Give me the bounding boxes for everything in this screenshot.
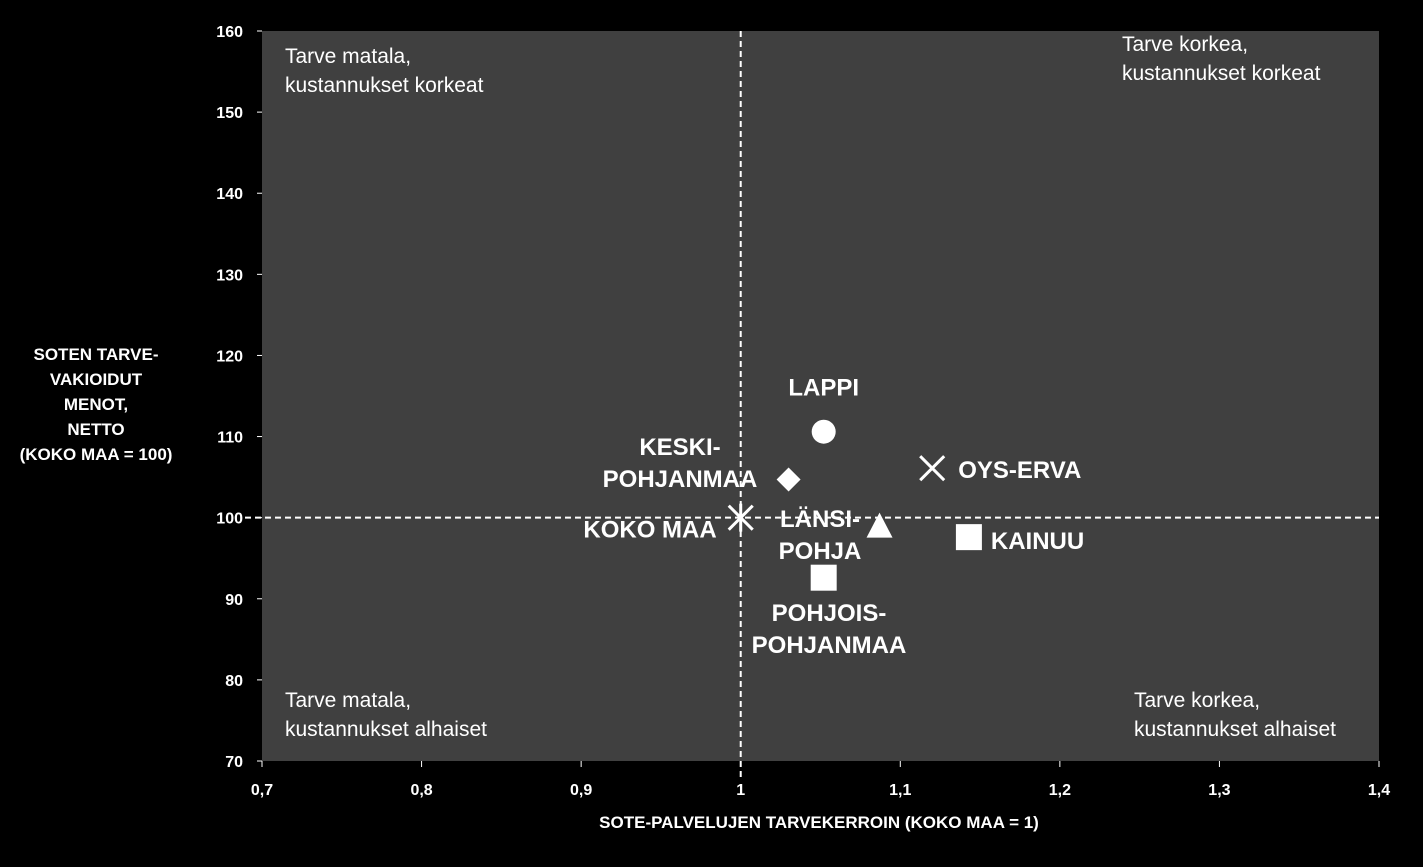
quadrant-label-top-left-line: kustannukset korkeat	[285, 74, 484, 97]
quadrant-label-top-right: Tarve korkea, kustannukset korkeat	[1122, 33, 1321, 85]
label-kainuu-line: KAINUU	[991, 528, 1084, 555]
x-tick-label: 1	[736, 782, 745, 799]
y-axis-label-line: NETTO	[67, 420, 124, 439]
quadrant-label-top-right-line: Tarve korkea,	[1122, 33, 1248, 56]
quadrant-label-top-left-line: Tarve matala,	[285, 45, 411, 68]
quadrant-label-bottom-right-line: kustannukset alhaiset	[1134, 718, 1336, 741]
point-keski-pohjanmaa	[776, 467, 801, 492]
y-tick-label: 130	[216, 267, 243, 284]
label-pohjois-pohjanmaa: POHJOIS- POHJANMAA	[752, 600, 907, 659]
label-lansi-pohja-line: POHJA	[779, 538, 862, 565]
label-keski-pohjanmaa-line: POHJANMAA	[603, 466, 758, 493]
quadrant-label-bottom-right-line: Tarve korkea,	[1134, 689, 1260, 712]
y-tick-label: 120	[216, 348, 243, 365]
label-koko-maa: KOKO MAA	[583, 517, 716, 544]
x-tick-label: 0,7	[251, 782, 273, 799]
point-pohjois-pohjanmaa	[810, 564, 837, 591]
y-tick-label: 140	[216, 186, 243, 203]
quadrant-label-top-left: Tarve matala, kustannukset korkeat	[285, 45, 484, 97]
quadrant-label-top-right-line: kustannukset korkeat	[1122, 62, 1321, 85]
point-lansi-pohja	[866, 512, 893, 538]
y-tick-label: 110	[217, 430, 243, 447]
label-lappi: LAPPI	[788, 375, 859, 402]
quadrant-label-bottom-left: Tarve matala, kustannukset alhaiset	[285, 689, 487, 741]
x-tick-label: 1,1	[889, 782, 911, 799]
point-kainuu	[955, 524, 982, 551]
y-tick-label: 160	[216, 24, 243, 41]
quadrant-label-bottom-left-line: kustannukset alhaiset	[285, 718, 487, 741]
axes: 70 80 90 100 110 120 130 140 150 160 0,7 0,8 0,9 1 1,1…	[216, 24, 1390, 799]
y-axis-label: SOTEN TARVE- VAKIOIDUT MENOT, NETTO (KOKO MA…	[20, 345, 173, 464]
label-koko-maa-line: KOKO MAA	[583, 517, 716, 544]
label-lansi-pohja-line: LÄNSI-	[780, 506, 860, 533]
x-tick-label: 1,2	[1049, 782, 1071, 799]
point-lappi	[811, 419, 836, 444]
point-labels: LAPPI KESKI- POHJANMAA OYS-ERVA KOKO MAA LÄNS…	[583, 375, 1084, 659]
y-axis-label-line: (KOKO MAA = 100)	[20, 445, 173, 464]
quadrant-label-bottom-left-line: Tarve matala,	[285, 689, 411, 712]
label-keski-pohjanmaa: KESKI- POHJANMAA	[603, 434, 758, 493]
label-lansi-pohja: LÄNSI- POHJA	[779, 506, 862, 565]
point-oys-erva	[919, 455, 946, 482]
y-tick-label: 150	[216, 105, 243, 122]
label-pohjois-pohjanmaa-line: POHJANMAA	[752, 632, 907, 659]
y-axis-label-line: MENOT,	[64, 395, 128, 414]
y-tick-label: 100	[216, 511, 243, 528]
label-oys-erva-line: OYS-ERVA	[958, 457, 1081, 484]
y-axis-label-line: SOTEN TARVE-	[34, 345, 159, 364]
y-tick-label: 80	[225, 673, 243, 690]
label-lappi-line: LAPPI	[788, 375, 859, 402]
point-koko-maa	[727, 503, 754, 532]
data-points	[727, 419, 982, 591]
x-tick-label: 0,8	[410, 782, 432, 799]
x-tick-label: 0,9	[570, 782, 592, 799]
x-tick-label: 1,4	[1368, 782, 1390, 799]
plot-area	[262, 31, 1379, 761]
reference-lines	[245, 31, 1379, 778]
y-axis-label-line: VAKIOIDUT	[50, 370, 143, 389]
label-keski-pohjanmaa-line: KESKI-	[639, 434, 720, 461]
y-tick-label: 70	[225, 754, 243, 771]
label-kainuu: KAINUU	[991, 528, 1084, 555]
y-tick-label: 90	[225, 592, 243, 609]
x-axis-label: SOTE-PALVELUJEN TARVEKERROIN (KOKO MAA =…	[599, 813, 1039, 832]
quadrant-label-bottom-right: Tarve korkea, kustannukset alhaiset	[1134, 689, 1336, 741]
x-tick-label: 1,3	[1208, 782, 1230, 799]
label-oys-erva: OYS-ERVA	[958, 457, 1081, 484]
label-pohjois-pohjanmaa-line: POHJOIS-	[772, 600, 887, 627]
